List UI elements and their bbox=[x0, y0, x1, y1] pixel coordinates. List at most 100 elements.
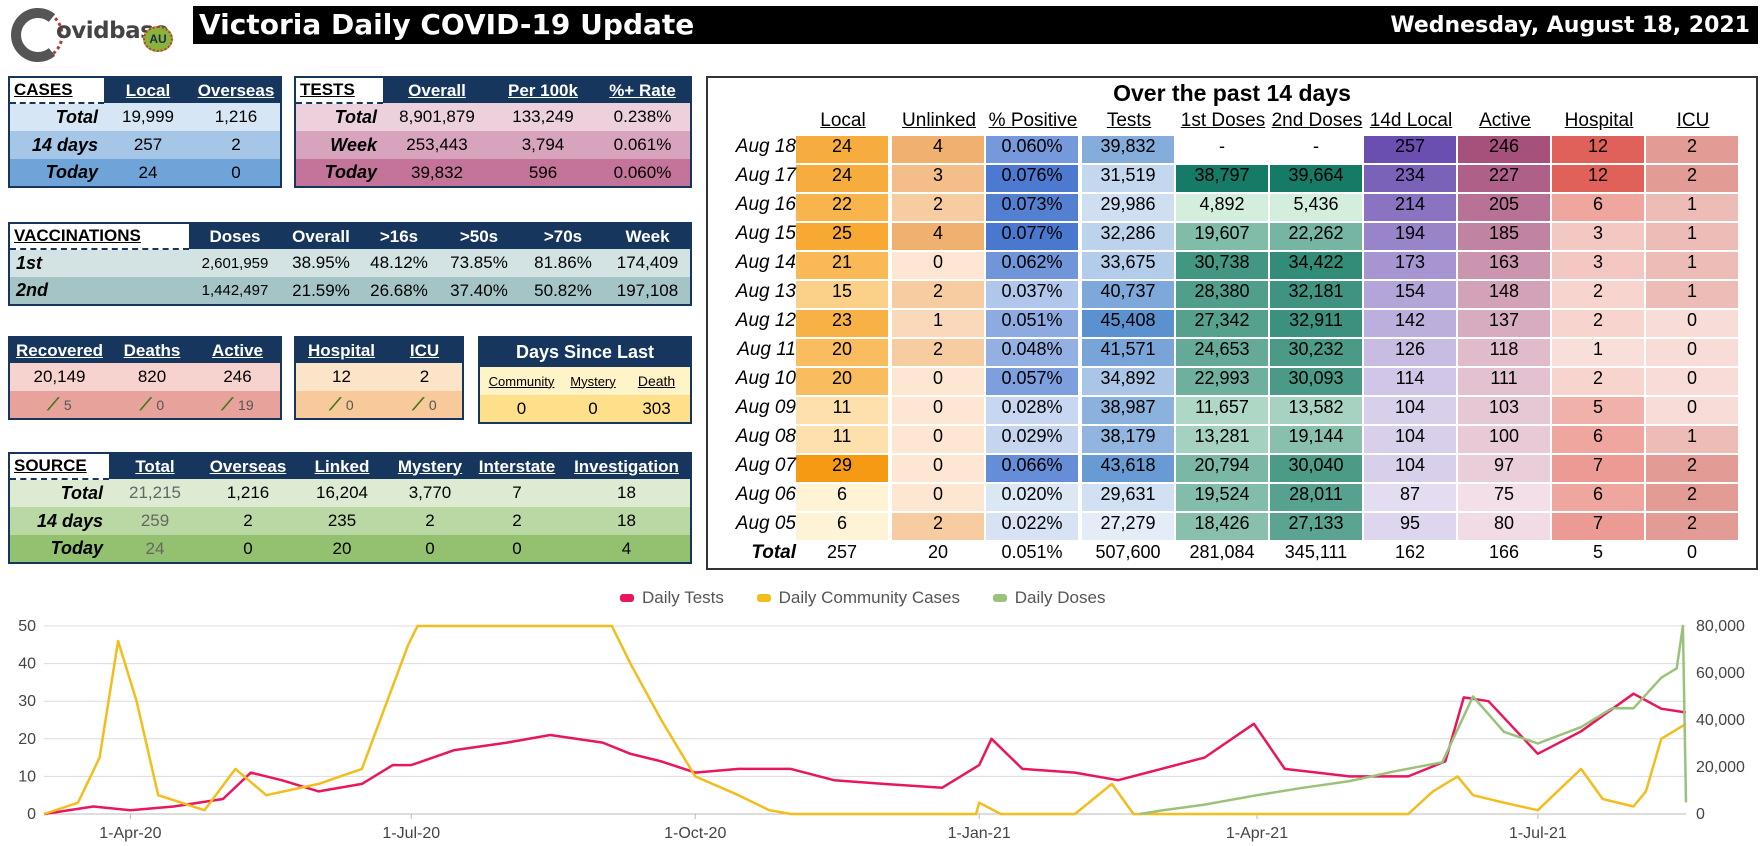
total-cell: 257 bbox=[826, 542, 858, 562]
table-cell: 30,093 bbox=[1270, 368, 1362, 395]
table-cell: 4,892 bbox=[1176, 194, 1268, 221]
table-cell: 1 bbox=[1552, 339, 1644, 366]
table-cell: 3 bbox=[1552, 252, 1644, 279]
table-cell: 0.028% bbox=[986, 397, 1078, 424]
cell: 4 bbox=[621, 538, 632, 558]
cell: 174,409 bbox=[616, 253, 679, 272]
col-header: Tests bbox=[1106, 110, 1152, 131]
hospital-table: Hospital ICU 12 2 ⟋ 0 ⟋ 0 bbox=[294, 336, 464, 420]
row-label: Today bbox=[45, 162, 98, 182]
table-cell: 0.029% bbox=[986, 426, 1078, 453]
table-cell: 0.048% bbox=[986, 339, 1078, 366]
table-cell: 38,179 bbox=[1082, 426, 1174, 453]
table-cell: 30,040 bbox=[1270, 455, 1362, 482]
col-header: Active bbox=[1479, 110, 1531, 131]
table-cell: 0.073% bbox=[986, 194, 1078, 221]
legend-swatch bbox=[992, 593, 1007, 602]
total-cell: 5 bbox=[1592, 542, 1603, 562]
table-cell: 0.077% bbox=[986, 223, 1078, 250]
col-header: ICU bbox=[1676, 110, 1710, 131]
cell: 2 bbox=[231, 135, 241, 154]
table-cell: 97 bbox=[1458, 455, 1550, 482]
table-cell: 87 bbox=[1364, 484, 1456, 511]
y-left-tick-label: 0 bbox=[27, 806, 36, 823]
col-header: >70s bbox=[521, 223, 605, 249]
table-row: 2nd 1,442,497 21.59% 26.68% 37.40% 50.82… bbox=[9, 277, 691, 305]
cell: 0 bbox=[588, 398, 598, 418]
trend-up-icon: ⟋ bbox=[139, 394, 152, 414]
row-date-label: Aug 14 bbox=[735, 252, 796, 273]
table-cell: 1 bbox=[1646, 194, 1738, 221]
days-since-title: Days Since Last bbox=[479, 337, 692, 367]
table-cell: 126 bbox=[1364, 339, 1456, 366]
col-header: Unlinked bbox=[902, 110, 976, 131]
table-cell: - bbox=[1176, 136, 1268, 163]
table-cell: 2 bbox=[892, 513, 984, 540]
table-cell: 22,262 bbox=[1270, 223, 1362, 250]
table-cell: 0.057% bbox=[986, 368, 1078, 395]
table-cell: 1 bbox=[1646, 223, 1738, 250]
col-header: Doses bbox=[189, 223, 281, 249]
table-cell: 246 bbox=[1458, 136, 1550, 163]
cell: 26.68% bbox=[370, 280, 428, 300]
daily-trend-chart: 0 10 20 30 40 50 0 20,000 40,000 60,000 80,000 1-Ap… bbox=[18, 618, 1745, 842]
row-label: 2nd bbox=[16, 280, 49, 300]
table-cell: 3 bbox=[892, 165, 984, 192]
row-date-label: Aug 07 bbox=[735, 455, 796, 476]
virus-logo-icon bbox=[11, 8, 64, 62]
row-label: Total bbox=[60, 483, 103, 503]
outcomes-table: Recovered Deaths Active 20,149 820 246 ⟋… bbox=[8, 336, 282, 420]
table-cell: 0.062% bbox=[986, 252, 1078, 279]
table-cell: 19,524 bbox=[1176, 484, 1268, 511]
table-cell: 2 bbox=[1646, 484, 1738, 511]
table-cell: 5,436 bbox=[1270, 194, 1362, 221]
col-header: Local bbox=[820, 110, 866, 131]
table-row: 20,149 820 246 bbox=[9, 363, 281, 391]
table-cell: 27,342 bbox=[1176, 310, 1268, 337]
cell: 39,832 bbox=[411, 162, 463, 182]
cell: 0 bbox=[516, 398, 527, 418]
table-cell: 39,832 bbox=[1082, 136, 1174, 163]
y-right-tick-label: 40,000 bbox=[1696, 712, 1745, 729]
table-cell: 29,631 bbox=[1082, 484, 1174, 511]
row-date-label: Aug 12 bbox=[735, 310, 796, 331]
change-value: 0 bbox=[156, 396, 165, 413]
col-header: Linked bbox=[295, 453, 389, 479]
cell: 18 bbox=[617, 511, 636, 530]
cell: 820 bbox=[137, 367, 167, 386]
cell: 596 bbox=[528, 162, 558, 182]
cell: 0.238% bbox=[613, 107, 672, 126]
row-label: Today bbox=[50, 538, 103, 558]
cell: 20,149 bbox=[33, 367, 86, 386]
col-header: Recovered bbox=[9, 337, 109, 363]
cell: 3,794 bbox=[521, 135, 565, 154]
table-cell: 20 bbox=[796, 339, 888, 366]
table-row: 14 days 259 2 235 2 2 18 bbox=[9, 507, 691, 535]
cell: 0 bbox=[243, 538, 253, 558]
change-value: 5 bbox=[63, 396, 72, 413]
table-cell: 38,797 bbox=[1176, 165, 1268, 192]
change-value: 0 bbox=[345, 396, 354, 413]
x-tick-label: 1-Apr-20 bbox=[99, 825, 161, 842]
table-cell: 1 bbox=[892, 310, 984, 337]
source-label: SOURCE bbox=[9, 453, 109, 480]
table-row: Community Mystery Death bbox=[479, 367, 692, 395]
table-row: ⟋ 5 ⟋ 0 ⟋ 19 bbox=[9, 391, 281, 419]
table-cell: 30,232 bbox=[1270, 339, 1362, 366]
cell: 3,770 bbox=[408, 483, 452, 502]
table-row: 0 0 303 bbox=[479, 395, 692, 423]
col-header: Mystery bbox=[570, 373, 616, 389]
col-header: >50s bbox=[437, 223, 521, 249]
table-cell: 29 bbox=[796, 455, 888, 482]
cell: 81.86% bbox=[534, 253, 592, 272]
covidbase-logo: ovidbase AU bbox=[8, 2, 173, 68]
trend-up-icon: ⟋ bbox=[329, 394, 342, 414]
legend-item: Daily Tests bbox=[620, 588, 724, 607]
table-cell: 148 bbox=[1458, 281, 1550, 308]
table-cell: 24 bbox=[796, 165, 888, 192]
table-cell: 0.066% bbox=[986, 455, 1078, 482]
table-cell: 0 bbox=[892, 484, 984, 511]
vaccinations-label: VACCINATIONS bbox=[9, 223, 189, 250]
table-cell: 0 bbox=[1646, 368, 1738, 395]
change-value: 0 bbox=[428, 396, 437, 413]
